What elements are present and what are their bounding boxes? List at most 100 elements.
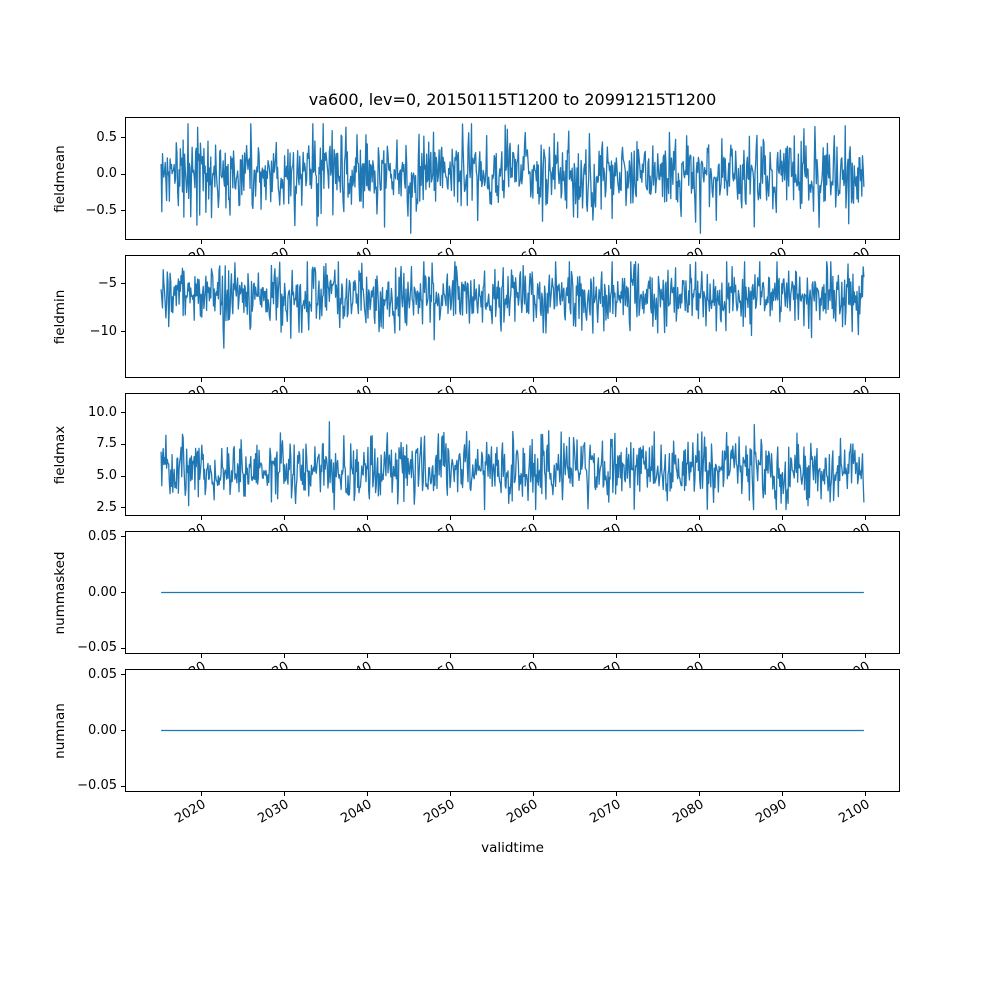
x-tick-mark — [283, 240, 285, 244]
y-tick-label: −5 — [97, 275, 117, 291]
y-tick-mark — [121, 283, 125, 285]
axes-frame-numnan — [125, 669, 900, 792]
x-tick-mark — [864, 516, 866, 520]
y-axis-label-fieldmax: fieldmax — [52, 425, 68, 484]
x-tick-mark — [698, 240, 700, 244]
x-tick-mark — [532, 516, 534, 520]
x-tick-mark — [449, 516, 451, 520]
y-tick-label: −0.05 — [77, 640, 117, 656]
x-tick-mark — [200, 378, 202, 382]
x-tick-mark — [283, 792, 285, 796]
x-tick-mark — [698, 378, 700, 382]
x-tick-mark — [698, 792, 700, 796]
x-tick-mark — [532, 792, 534, 796]
x-tick-mark — [449, 378, 451, 382]
y-tick-label: 0.00 — [88, 584, 117, 600]
x-tick-mark — [864, 792, 866, 796]
series-polyline-fieldmean — [160, 123, 865, 234]
y-axis-label-fieldmean: fieldmean — [52, 144, 68, 213]
y-tick-label: 2.5 — [96, 499, 117, 515]
x-tick-mark — [200, 240, 202, 244]
x-tick-mark — [366, 378, 368, 382]
x-tick-mark — [698, 654, 700, 658]
x-tick-mark — [781, 240, 783, 244]
x-tick-mark — [864, 240, 866, 244]
x-axis-label: validtime — [481, 840, 544, 856]
y-tick-label: −0.05 — [77, 778, 117, 794]
x-tick-mark — [781, 378, 783, 382]
y-tick-label: 0.05 — [88, 528, 117, 544]
x-tick-labels: 2020 2030 2040 2050 2060 2070 2080 2090 2100 — [125, 792, 920, 834]
y-tick-label: 7.5 — [96, 436, 117, 452]
y-tick-mark — [121, 173, 125, 175]
x-tick-label: 2020 — [125, 521, 209, 531]
x-tick-mark — [283, 516, 285, 520]
x-tick-mark — [615, 516, 617, 520]
x-tick-mark — [366, 240, 368, 244]
axes-frame-fieldmean — [125, 117, 900, 240]
x-tick-mark — [366, 654, 368, 658]
x-tick-label: 2020 — [125, 383, 209, 393]
y-tick-mark — [121, 443, 125, 445]
x-tick-mark — [200, 654, 202, 658]
x-tick-mark — [781, 516, 783, 520]
y-tick-label: 0.00 — [88, 722, 117, 738]
x-tick-mark — [283, 654, 285, 658]
x-tick-mark — [615, 240, 617, 244]
y-axis-label-nummasked: nummasked — [52, 551, 68, 634]
x-tick-label: 2020 — [125, 659, 209, 669]
axes-frame-fieldmax — [125, 393, 900, 516]
x-tick-mark — [449, 654, 451, 658]
x-tick-mark — [615, 378, 617, 382]
y-tick-label: 0.05 — [88, 666, 117, 682]
x-tick-mark — [781, 654, 783, 658]
y-tick-label: −0.5 — [85, 202, 117, 218]
x-tick-mark — [615, 654, 617, 658]
y-tick-label: 5.0 — [96, 468, 117, 484]
y-tick-mark — [121, 647, 125, 649]
y-tick-mark — [121, 592, 125, 593]
x-tick-mark — [864, 378, 866, 382]
line-series-fieldmean — [160, 123, 865, 234]
x-tick-mark — [200, 516, 202, 520]
x-tick-label: 2020 — [125, 245, 209, 255]
y-axis-label-numnan: numnan — [52, 702, 68, 759]
y-tick-label: 0.5 — [96, 129, 117, 145]
axes-frame-nummasked — [125, 531, 900, 654]
x-tick-mark — [449, 240, 451, 244]
x-tick-mark — [615, 792, 617, 796]
y-tick-mark — [121, 475, 125, 477]
y-tick-mark — [121, 210, 125, 212]
x-tick-mark — [200, 792, 202, 796]
series-polyline-fieldmin — [160, 261, 865, 349]
figure-title: va600, lev=0, 20150115T1200 to 20991215T… — [308, 90, 717, 109]
y-tick-mark — [121, 674, 125, 676]
y-tick-mark — [121, 331, 125, 333]
axes-frame-fieldmin — [125, 255, 900, 378]
x-tick-mark — [532, 240, 534, 244]
y-tick-label: 10.0 — [88, 404, 117, 420]
y-tick-mark — [121, 412, 125, 414]
x-tick-mark — [781, 792, 783, 796]
y-tick-mark — [121, 730, 125, 731]
x-tick-mark — [449, 792, 451, 796]
x-tick-mark — [532, 378, 534, 382]
x-tick-mark — [366, 516, 368, 520]
x-tick-mark — [698, 516, 700, 520]
y-tick-label: 0.0 — [96, 166, 117, 182]
y-axis-label-fieldmin: fieldmin — [52, 289, 68, 344]
x-tick-mark — [532, 654, 534, 658]
x-tick-mark — [283, 378, 285, 382]
line-series-numnan — [161, 729, 864, 732]
y-tick-label: −10 — [89, 323, 117, 339]
y-tick-mark — [121, 785, 125, 787]
x-tick-mark — [864, 654, 866, 658]
y-tick-mark — [121, 536, 125, 538]
y-tick-mark — [121, 137, 125, 138]
x-tick-mark — [366, 792, 368, 796]
